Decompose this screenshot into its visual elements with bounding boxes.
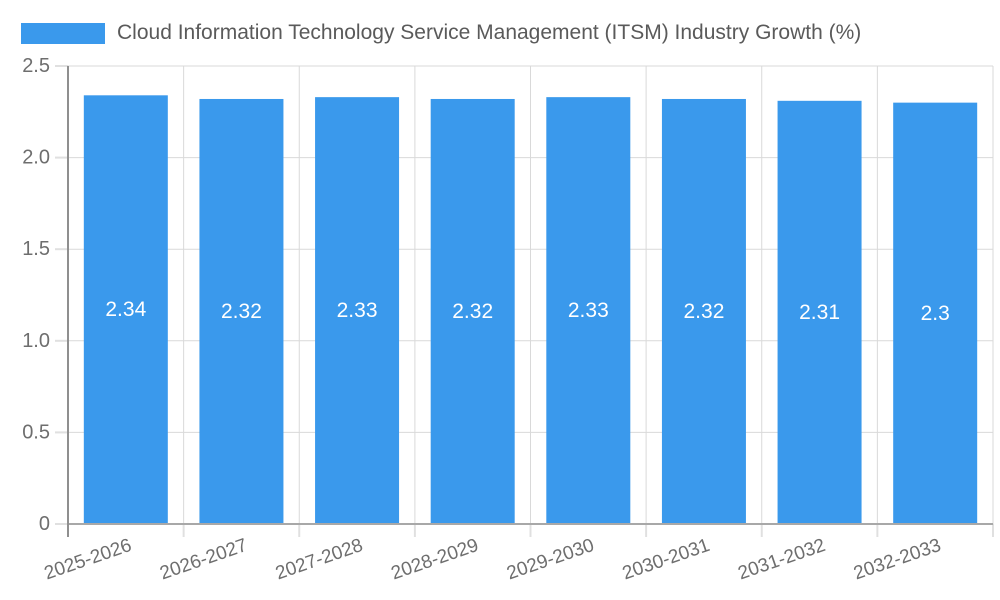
x-tick-label: 2031-2032: [735, 535, 828, 584]
bar-value-label: 2.33: [568, 299, 609, 322]
bar-value-label: 2.32: [221, 300, 262, 323]
bar-value-label: 2.34: [105, 298, 146, 321]
y-tick-label: 0: [39, 513, 50, 535]
bar-value-label: 2.3: [921, 302, 950, 325]
bar-2031-2032[interactable]: [777, 100, 862, 525]
bar-2030-2031[interactable]: [661, 98, 746, 524]
bar-value-label: 2.31: [799, 301, 840, 324]
bar-2025-2026[interactable]: [83, 95, 168, 524]
x-tick-label: 2032-2033: [851, 535, 944, 584]
legend-label: Cloud Information Technology Service Man…: [117, 21, 862, 44]
bar-2032-2033[interactable]: [893, 102, 978, 524]
x-tick-label: 2028-2029: [389, 535, 482, 584]
y-tick-label: 1.5: [22, 238, 50, 260]
bar-2028-2029[interactable]: [430, 98, 515, 524]
bar-2027-2028[interactable]: [315, 97, 400, 525]
y-tick-label: 2.5: [22, 55, 50, 77]
bar-2026-2027[interactable]: [199, 98, 284, 524]
x-tick-label: 2029-2030: [504, 535, 597, 584]
bar-value-label: 2.32: [684, 300, 725, 323]
bar-value-label: 2.32: [452, 300, 493, 323]
legend-swatch-icon: [21, 22, 105, 44]
bar-2029-2030[interactable]: [546, 97, 631, 525]
y-tick-label: 0.5: [22, 421, 50, 443]
y-tick-label: 1.0: [22, 330, 50, 352]
x-tick-label: 2027-2028: [273, 535, 366, 584]
bar-value-label: 2.33: [337, 299, 378, 322]
x-tick-label: 2026-2027: [157, 535, 250, 584]
legend-item[interactable]: Cloud Information Technology Service Man…: [21, 21, 861, 45]
y-tick-label: 2.0: [22, 147, 50, 169]
x-tick-label: 2025-2026: [42, 535, 135, 584]
x-tick-label: 2030-2031: [620, 535, 713, 584]
